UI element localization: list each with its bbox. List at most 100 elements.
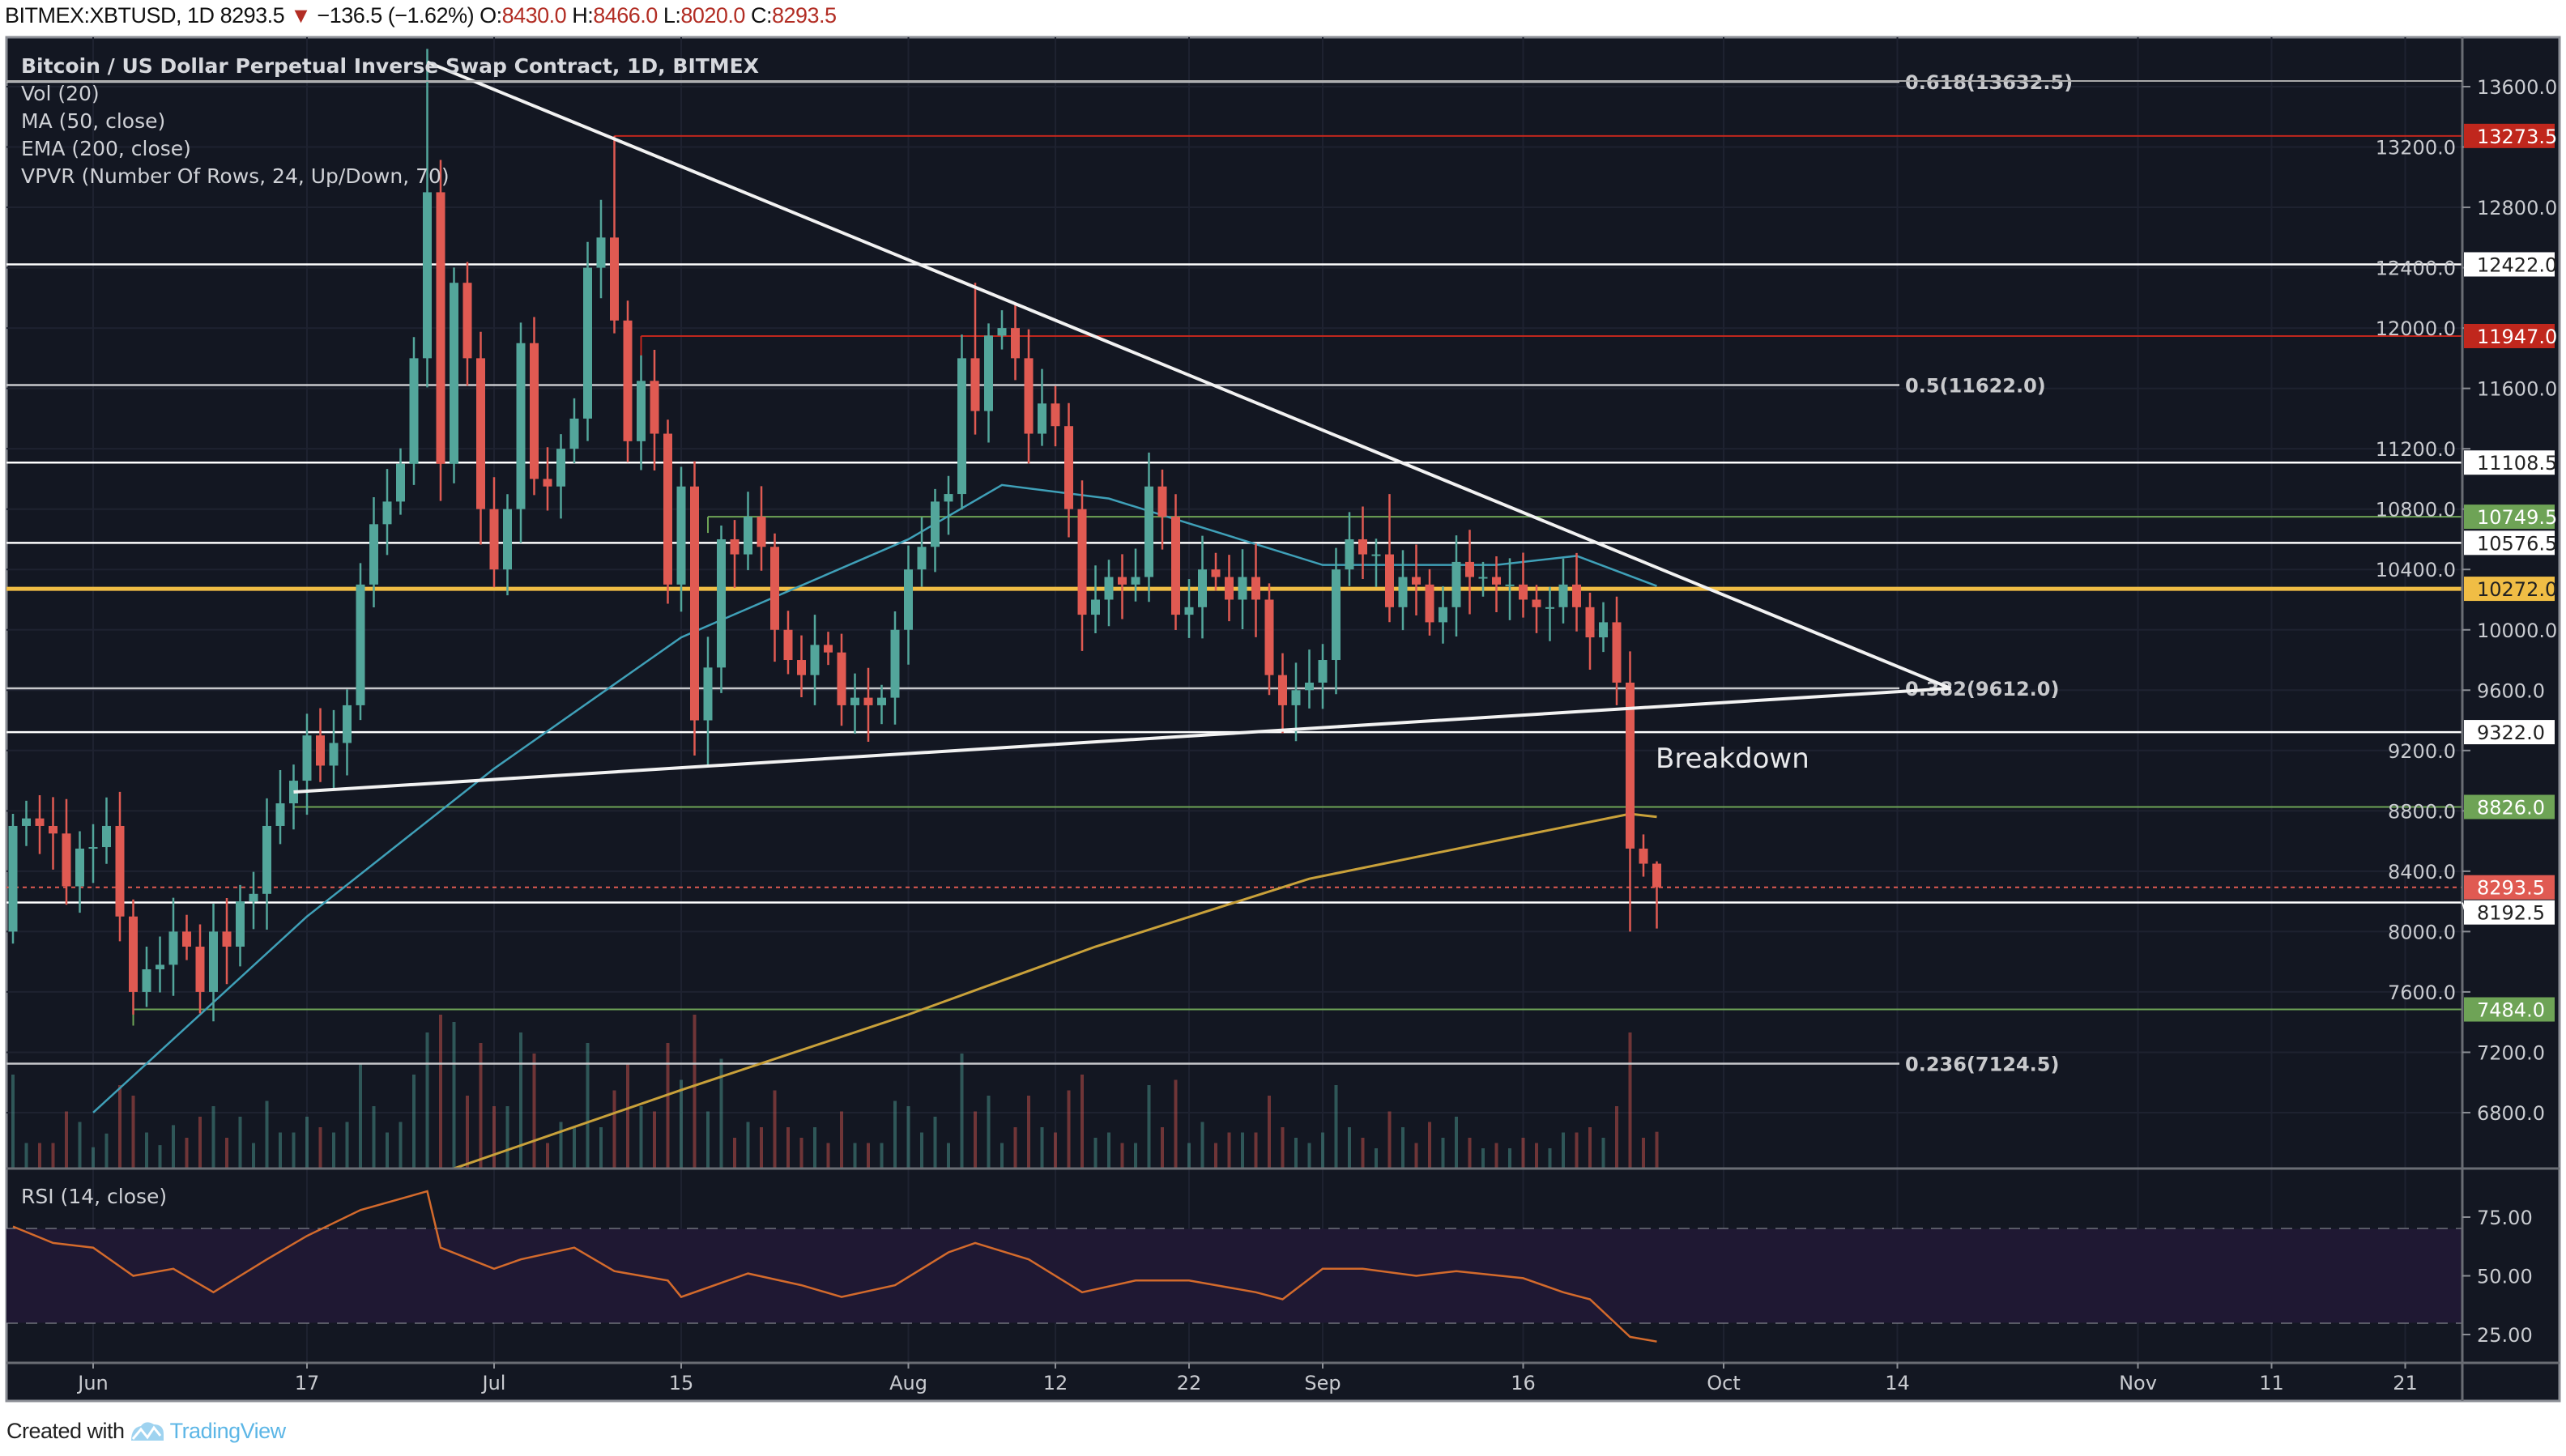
volume-bar <box>11 1075 15 1169</box>
level-labels: 13273.5 12422.0 11947.0 11108.5 10749.5 10576… <box>2462 123 2557 1022</box>
price-label-badge <box>2464 577 2555 602</box>
time-tick-label: 15 <box>669 1372 694 1394</box>
candle-body <box>663 433 672 585</box>
volume-bar <box>198 1117 202 1169</box>
price-tick-label: 11600.0 <box>2477 378 2557 401</box>
volume-bar <box>1521 1138 1525 1169</box>
trendline[interactable] <box>293 687 1951 794</box>
candle-body <box>569 418 579 449</box>
volume-bar <box>1214 1143 1217 1169</box>
volume-bar <box>305 1117 309 1169</box>
trendline[interactable] <box>426 60 1952 690</box>
price-label-badge <box>2464 123 2555 148</box>
indicator-vpvr[interactable]: VPVR (Number Of Rows, 24, Up/Down, 70) <box>21 164 450 188</box>
price-tick-label: 7200.0 <box>2477 1041 2545 1064</box>
candle-body <box>1038 403 1046 434</box>
candle-body <box>1225 577 1234 600</box>
volume-bar <box>425 1032 429 1169</box>
close-value: 8293.5 <box>771 3 837 28</box>
tradingview-brand[interactable]: TradingView <box>169 1419 287 1443</box>
volume-bar <box>1455 1117 1458 1169</box>
volume-bar <box>573 1127 576 1169</box>
candle-body <box>610 237 619 321</box>
fib-levels: 0.618(13632.5)0.5(11622.0)0.382(9612.0)0… <box>6 71 2073 1076</box>
volume-bar <box>666 1043 670 1169</box>
volume-bar <box>906 1106 910 1169</box>
price-label-text: 11108.5 <box>2477 452 2557 475</box>
volume-bar <box>626 1064 629 1169</box>
volume-bar <box>1468 1138 1472 1169</box>
volume-bar <box>1161 1127 1164 1169</box>
price-label-badge <box>2464 252 2555 277</box>
volume-bar <box>559 1122 563 1169</box>
time-tick-label: 14 <box>1885 1372 1910 1394</box>
volume-bar <box>1361 1138 1365 1169</box>
candle-body <box>690 486 699 721</box>
volume-bar <box>1187 1143 1191 1169</box>
candle-body <box>1626 682 1635 849</box>
price-label-badge <box>2464 875 2555 900</box>
price-tick-label: 9600.0 <box>2477 679 2545 702</box>
close-label: C: <box>750 3 773 28</box>
candle-body <box>236 901 245 947</box>
indicator-ma[interactable]: MA (50, close) <box>21 109 165 133</box>
volume-bar <box>38 1143 41 1169</box>
candle-body <box>1371 554 1381 556</box>
volume-bar <box>1067 1090 1071 1169</box>
volume-bar <box>612 1090 616 1169</box>
candle-body <box>863 697 873 705</box>
candle-body <box>302 735 312 781</box>
volume-bar <box>1268 1096 1271 1169</box>
volume-bar <box>519 1032 522 1169</box>
indicator-rsi[interactable]: RSI (14, close) <box>21 1185 167 1208</box>
price-axis[interactable]: 6800.0 7200.0 7600.0 8000.0 8400.0 8800.0 9200… <box>2376 76 2558 1347</box>
candle-body <box>1545 607 1554 609</box>
candle-body <box>262 825 271 894</box>
volume-bar <box>1120 1143 1124 1169</box>
indicator-vol[interactable]: Vol (20) <box>21 82 100 105</box>
candle-body <box>1385 554 1394 607</box>
candle-body <box>676 486 686 585</box>
candle-body <box>62 833 71 887</box>
symbol-header: BITMEX:XBTUSD, 1D 8293.5 ▼ −136.5 (−1.62… <box>5 3 837 28</box>
candle-body <box>462 283 472 359</box>
volume-bar <box>786 1127 790 1169</box>
volume-bar <box>211 1106 215 1169</box>
candle-body <box>436 192 445 464</box>
candle-body <box>637 381 646 441</box>
volume-bar <box>1441 1138 1445 1169</box>
time-tick-label: Jun <box>76 1372 109 1394</box>
volume-bar <box>131 1096 135 1169</box>
time-axis[interactable]: Jun 17 Jul 15 Aug 12 22 Sep 16 Oct 14 Nov 11 21 <box>76 1363 2418 1394</box>
candle-body <box>396 463 405 502</box>
volume-bar <box>960 1054 964 1169</box>
volume-bar <box>1481 1148 1485 1169</box>
volume-bar <box>1348 1127 1351 1169</box>
candle-body <box>1505 584 1515 586</box>
volume-bar <box>279 1132 282 1169</box>
volume-bar <box>733 1138 736 1169</box>
symbol-name: BITMEX:XBTUSD, 1D <box>5 3 215 28</box>
volume-bar <box>840 1111 843 1169</box>
candle-body <box>209 931 218 992</box>
indicator-ema[interactable]: EMA (200, close) <box>21 137 191 160</box>
candle-body <box>877 697 886 705</box>
candle-body <box>1412 577 1421 585</box>
candle-body <box>1291 690 1301 705</box>
price-tick-label: 6800.0 <box>2477 1102 2545 1125</box>
volume-bar <box>1321 1132 1324 1169</box>
candle-body <box>382 501 392 525</box>
volume-bar <box>1334 1085 1338 1169</box>
candle-body <box>970 358 980 411</box>
volume-bar <box>1387 1111 1392 1169</box>
fib-label: 0.5(11622.0) <box>1905 375 2046 398</box>
volume-bar <box>238 1117 242 1169</box>
volume-bar <box>1562 1132 1565 1169</box>
volume-bar <box>1642 1138 1645 1169</box>
trendlines[interactable] <box>293 60 1952 794</box>
candle-body <box>75 848 84 887</box>
volume-bar <box>492 1106 496 1169</box>
candle-body <box>1519 584 1528 600</box>
tradingview-logo-icon[interactable] <box>130 1420 165 1444</box>
